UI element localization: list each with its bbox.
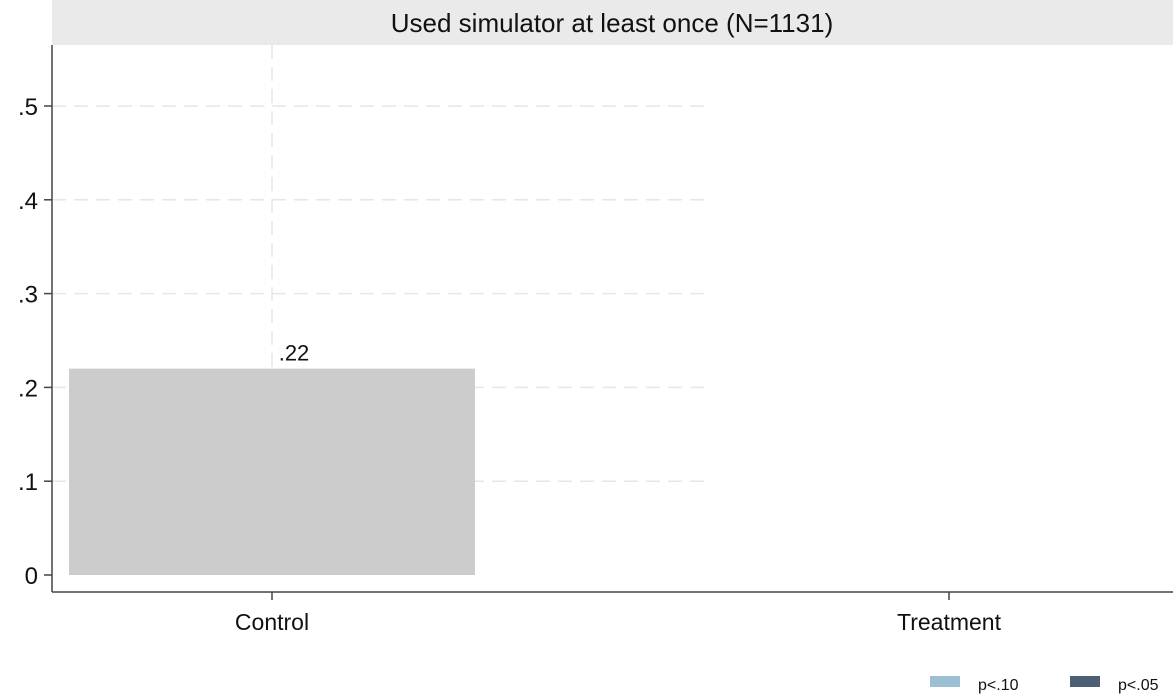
legend-swatch-0 (930, 676, 960, 687)
legend-label-1: p<.05 (1118, 677, 1159, 694)
x-tick-label-1: Treatment (897, 609, 1002, 635)
legend: p<.10 p<.05 (930, 676, 1159, 694)
y-tick-label-5: .5 (18, 94, 38, 121)
title-bar (52, 0, 1173, 45)
y-tick-label-1: .1 (18, 469, 38, 496)
bar-value-label-0: .22 (279, 341, 310, 366)
chart-title: Used simulator at least once (N=1131) (391, 8, 833, 38)
y-tick-label-2: .2 (18, 375, 38, 402)
bar-0 (69, 368, 475, 575)
y-tick-label-4: .4 (18, 188, 38, 215)
y-tick-label-3: .3 (18, 282, 38, 309)
axes: 0 .1 .2 .3 .4 .5 Control Treatment (18, 45, 1173, 635)
legend-swatch-1 (1070, 676, 1100, 687)
legend-label-0: p<.10 (978, 677, 1019, 694)
bars: .22 (69, 341, 475, 575)
y-tick-label-0: 0 (25, 563, 38, 590)
x-tick-label-0: Control (235, 609, 309, 635)
